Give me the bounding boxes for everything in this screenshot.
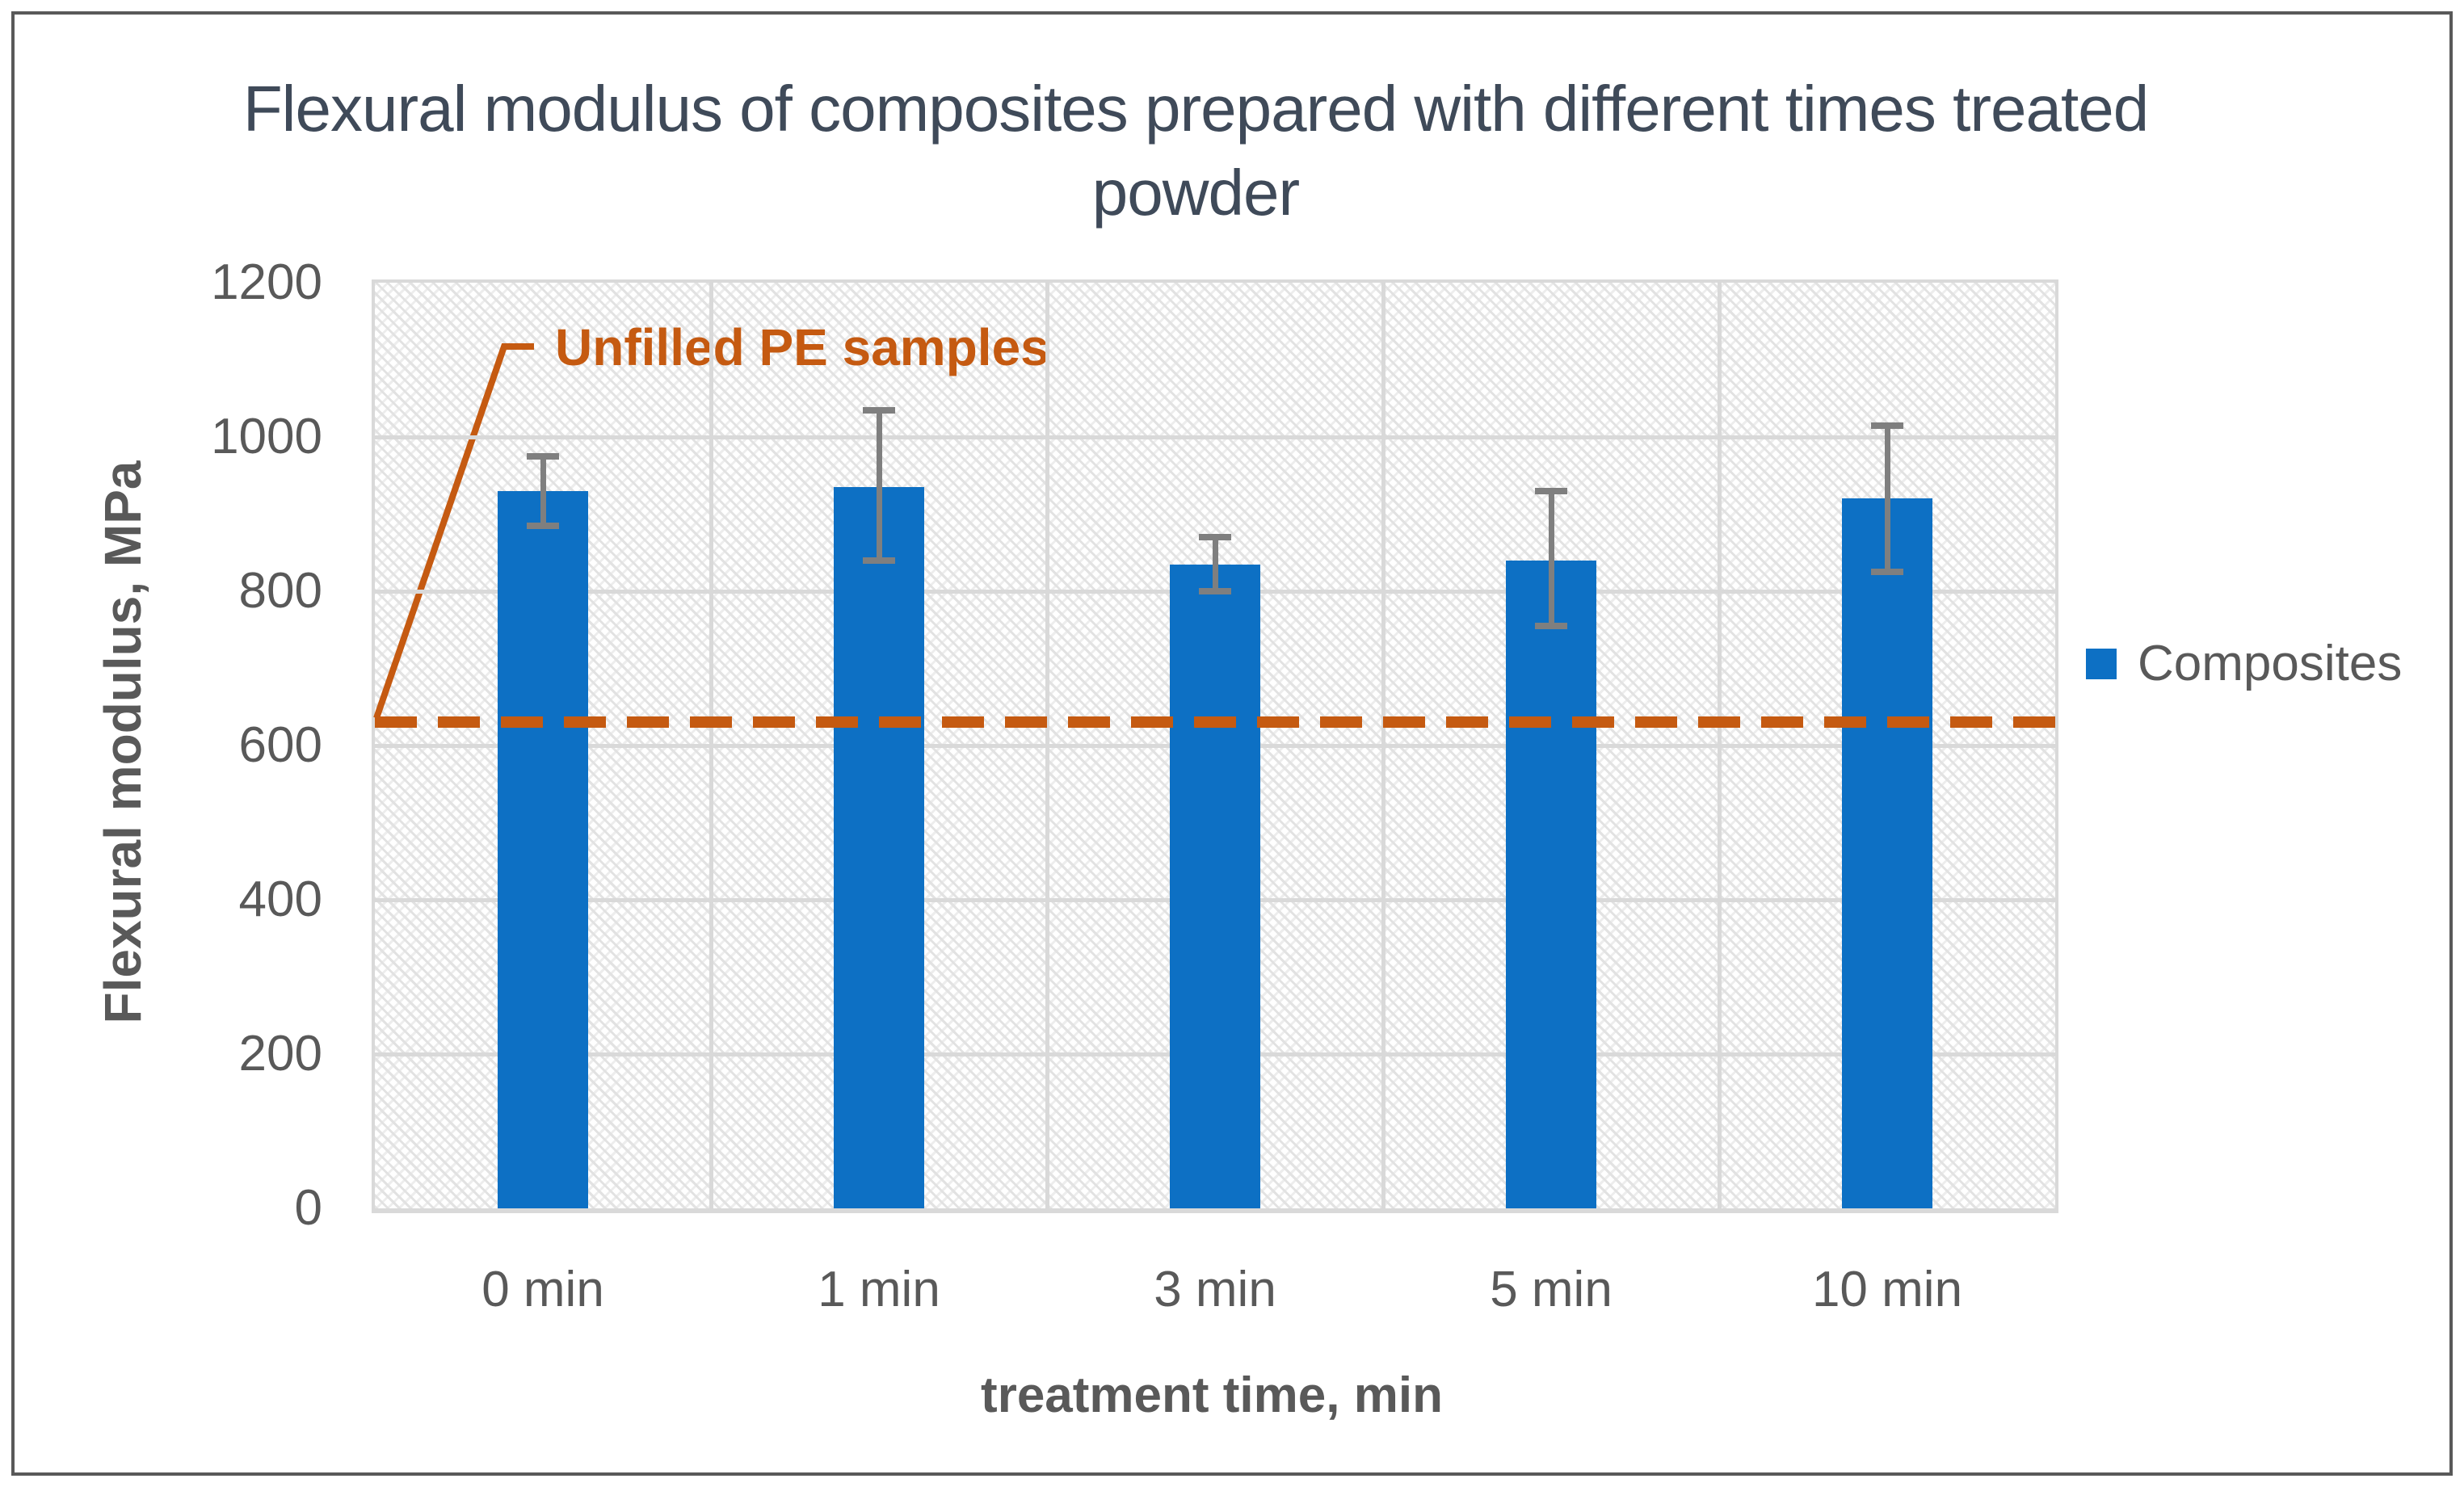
- x-tick-label: 10 min: [1811, 1262, 1963, 1317]
- error-bar-stem: [1212, 537, 1218, 591]
- bar-5-min: [1506, 560, 1596, 1208]
- bar-0-min: [498, 490, 588, 1208]
- gridline-horizontal: [375, 435, 2055, 439]
- y-tick-label: 400: [238, 872, 322, 927]
- error-bar-stem: [876, 410, 882, 561]
- reference-line: [375, 716, 2055, 729]
- plot-area: Unfilled PE samples 0 200 400 600 800 1000 120…: [211, 254, 2058, 1317]
- x-tick-label: 3 min: [1154, 1262, 1276, 1317]
- legend-label: Composites: [2138, 636, 2403, 691]
- y-tick-label: 0: [294, 1180, 322, 1236]
- y-tick-label: 600: [238, 717, 322, 773]
- error-bar-stem: [1548, 490, 1554, 626]
- y-tick-label: 1200: [211, 254, 322, 310]
- gridline-vertical: [709, 283, 713, 1208]
- error-bar-cap-top: [1535, 487, 1567, 494]
- error-bar-cap-bottom: [527, 522, 559, 529]
- x-tick-label: 0 min: [481, 1262, 604, 1317]
- legend-marker-composites: [2086, 648, 2117, 679]
- chart-title-line2: powder: [1091, 157, 1300, 229]
- gridline-vertical: [1381, 283, 1385, 1208]
- x-tick-label: 1 min: [818, 1262, 940, 1317]
- error-bar-cap-top: [1199, 534, 1231, 541]
- error-bar-stem: [1884, 425, 1890, 573]
- error-bar-cap-top: [527, 452, 559, 460]
- y-tick-label: 800: [238, 563, 322, 619]
- y-tick-label: 200: [238, 1026, 322, 1082]
- error-bar-cap-bottom: [1535, 622, 1567, 629]
- bar-10-min: [1842, 498, 1932, 1208]
- chart-title: Flexural modulus of composites prepared …: [0, 67, 2391, 235]
- error-bar-cap-bottom: [863, 557, 895, 564]
- error-bar-cap-bottom: [1871, 569, 1903, 576]
- x-axis-title: treatment time, min: [981, 1367, 1443, 1423]
- x-tick-label: 5 min: [1490, 1262, 1613, 1317]
- gridline-vertical: [1717, 283, 1722, 1208]
- y-tick-label: 1000: [211, 409, 322, 464]
- reference-line-label: Unfilled PE samples: [555, 318, 1049, 376]
- legend: Composites: [2086, 635, 2402, 692]
- y-axis-title: Flexural modulus, MPa: [94, 460, 152, 1024]
- gridline-vertical: [1045, 283, 1049, 1208]
- chart-title-line1: Flexural modulus of composites prepared …: [242, 73, 2149, 145]
- error-bar-cap-bottom: [1199, 588, 1231, 594]
- bar-1-min: [834, 487, 924, 1208]
- error-bar-stem: [540, 456, 546, 526]
- bar-3-min: [1170, 564, 1260, 1208]
- error-bar-cap-top: [863, 406, 895, 414]
- error-bar-cap-top: [1871, 422, 1903, 429]
